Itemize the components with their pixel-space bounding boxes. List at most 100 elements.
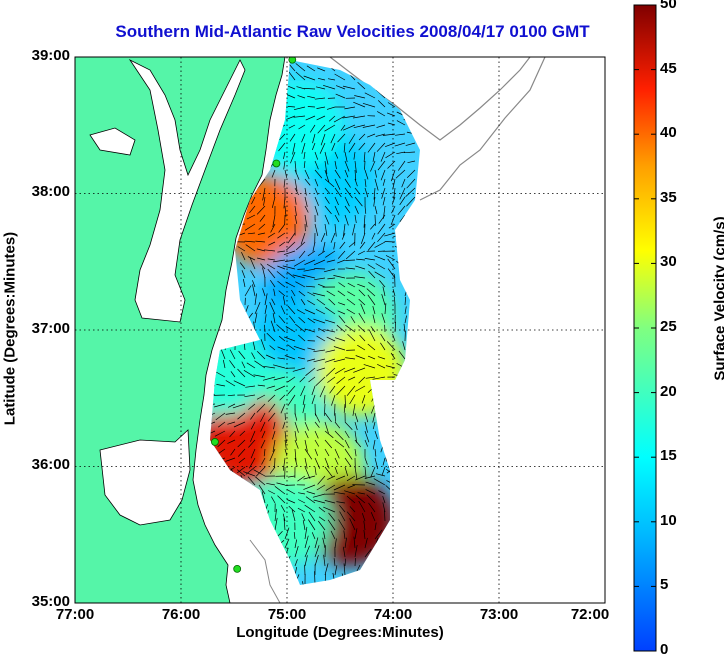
velocity-vector bbox=[336, 376, 346, 384]
velocity-vector bbox=[279, 133, 286, 140]
velocity-vector bbox=[318, 516, 326, 522]
velocity-vector bbox=[303, 268, 316, 272]
velocity-vector bbox=[258, 223, 266, 230]
velocity-vector bbox=[382, 196, 386, 206]
velocity-vector bbox=[353, 124, 366, 129]
velocity-vector bbox=[348, 142, 356, 153]
velocity-vector bbox=[352, 115, 366, 119]
velocity-vector bbox=[241, 251, 246, 261]
velocity-vector bbox=[314, 97, 326, 100]
velocity-vector bbox=[325, 349, 336, 353]
velocity-vector bbox=[225, 380, 236, 387]
velocity-vector bbox=[317, 67, 326, 72]
velocity-vector bbox=[375, 263, 386, 270]
velocity-vector bbox=[365, 481, 376, 486]
velocity-vector bbox=[314, 537, 319, 549]
x-tick-label: 76:00 bbox=[161, 606, 201, 623]
velocity-vector bbox=[261, 457, 266, 465]
velocity-vector bbox=[225, 457, 236, 462]
velocity-vector bbox=[244, 394, 256, 398]
velocity-vector bbox=[323, 268, 336, 273]
velocity-vector bbox=[336, 501, 346, 504]
velocity-vector bbox=[256, 248, 266, 252]
colorbar-label: Surface Velocity (cm/s) bbox=[711, 216, 724, 381]
velocity-vector bbox=[344, 537, 347, 549]
velocity-vector bbox=[307, 358, 316, 362]
velocity-vector bbox=[346, 298, 356, 306]
velocity-vector bbox=[277, 357, 286, 360]
velocity-vector bbox=[304, 439, 308, 452]
velocity-vector bbox=[267, 258, 276, 261]
velocity-vector bbox=[370, 512, 376, 522]
velocity-vector bbox=[324, 403, 326, 416]
velocity-vector bbox=[264, 324, 266, 333]
velocity-vector bbox=[324, 448, 330, 457]
velocity-vector bbox=[257, 384, 266, 387]
velocity-vector bbox=[300, 385, 306, 397]
velocity-vector bbox=[244, 285, 252, 297]
velocity-vector bbox=[366, 494, 376, 504]
velocity-vector bbox=[298, 250, 306, 259]
velocity-vector bbox=[298, 290, 306, 297]
velocity-vector bbox=[377, 100, 386, 108]
velocity-region bbox=[210, 325, 269, 416]
velocity-vector bbox=[284, 205, 287, 217]
velocity-vector bbox=[341, 232, 346, 240]
velocity-vector bbox=[303, 160, 306, 169]
velocity-vector bbox=[334, 430, 344, 441]
velocity-vector bbox=[237, 439, 246, 448]
velocity-vector bbox=[216, 384, 226, 387]
velocity-vector bbox=[344, 394, 346, 408]
velocity-vector bbox=[349, 394, 356, 405]
velocity-vector bbox=[363, 151, 366, 162]
velocity-vector bbox=[357, 82, 366, 90]
velocity-vector bbox=[230, 448, 236, 456]
velocity-vector bbox=[271, 169, 276, 178]
velocity-vector bbox=[344, 151, 348, 163]
velocity-vector bbox=[325, 484, 336, 491]
velocity-vector bbox=[334, 169, 341, 179]
velocity-vector bbox=[277, 495, 286, 504]
velocity-vector bbox=[304, 259, 316, 266]
velocity-vector bbox=[237, 448, 246, 457]
velocity-vector bbox=[267, 394, 276, 402]
velocity-vector bbox=[333, 241, 336, 250]
velocity-vector bbox=[334, 457, 339, 465]
velocity-vector bbox=[372, 151, 376, 162]
velocity-vector bbox=[323, 554, 326, 567]
velocity-vector bbox=[282, 513, 286, 522]
velocity-vector bbox=[338, 519, 346, 531]
velocity-vector bbox=[256, 403, 266, 413]
velocity-vector bbox=[294, 187, 299, 196]
velocity-vector bbox=[344, 448, 353, 460]
velocity-vector bbox=[286, 499, 296, 504]
velocity-vector bbox=[273, 376, 286, 381]
y-tick-label: 39:00 bbox=[31, 47, 70, 64]
velocity-vector bbox=[317, 124, 326, 134]
velocity-vector bbox=[363, 529, 366, 540]
velocity-vector bbox=[404, 306, 407, 315]
velocity-vector bbox=[282, 296, 286, 306]
velocity-vector bbox=[353, 101, 366, 108]
velocity-vector bbox=[381, 466, 386, 476]
velocity-vector bbox=[277, 346, 286, 351]
velocity-vector bbox=[336, 385, 346, 396]
velocity-vector bbox=[260, 263, 266, 270]
velocity-vector bbox=[406, 178, 416, 189]
velocity-vector bbox=[345, 250, 356, 260]
velocity-vector bbox=[284, 412, 286, 421]
velocity-vector bbox=[314, 196, 319, 206]
velocity-vector bbox=[304, 309, 316, 315]
velocity-vector bbox=[325, 307, 336, 315]
velocity-vector bbox=[344, 466, 349, 477]
velocity-vector bbox=[280, 403, 286, 414]
velocity-vector bbox=[262, 187, 266, 201]
velocity-vector bbox=[254, 312, 258, 324]
velocity-vector bbox=[318, 250, 326, 256]
velocity-vector bbox=[314, 439, 320, 447]
velocity-vector bbox=[362, 102, 376, 108]
velocity-vector bbox=[315, 86, 326, 90]
velocity-vector bbox=[312, 493, 326, 498]
velocity-vector bbox=[314, 430, 319, 439]
velocity-vector bbox=[304, 214, 308, 228]
